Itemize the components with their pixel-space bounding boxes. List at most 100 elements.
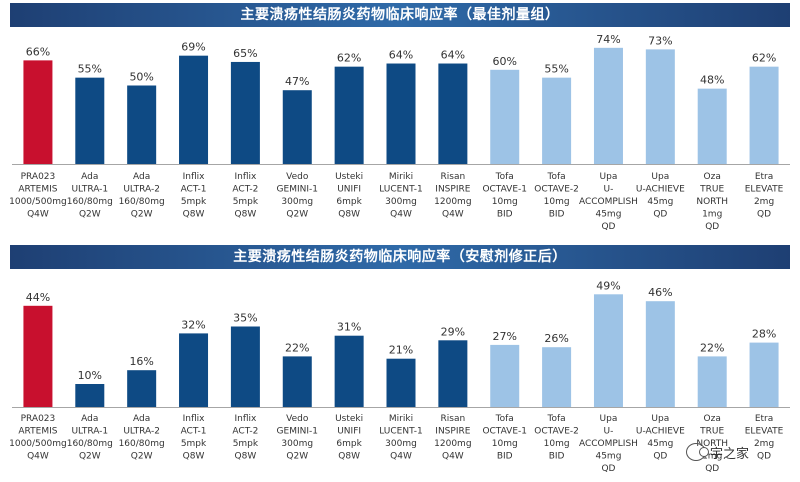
chart1-data-label-12: 74% [596, 33, 620, 46]
chart2-bar-8 [386, 358, 416, 407]
chart2-bar-2 [75, 384, 105, 407]
chart1-category-label-6: GEMINI-1 [277, 185, 318, 195]
chart2-category-label-9: 1200mg [434, 439, 471, 449]
chart2-category-label-12: 45mg [595, 452, 621, 462]
chart1-bar-12 [593, 47, 623, 164]
chart1-bar-6 [282, 90, 312, 164]
chart2-category-label-12: U- [604, 427, 614, 437]
chart2-data-label-12: 49% [596, 279, 620, 292]
chart2-category-label-5: Q8W [235, 452, 257, 462]
chart2-category-label-15: ELEVATE [745, 427, 784, 437]
chart1-category-label-9: 1200mg [434, 197, 471, 207]
chart2-data-label-8: 21% [389, 344, 413, 357]
chart1-category-label-2: Ada [81, 172, 98, 182]
chart2-category-label-3: 160/80mg [119, 439, 165, 449]
chart1-category-label-14: NORTH [696, 197, 728, 207]
chart1-category-label-4: Q8W [183, 210, 205, 220]
wechat-icon [686, 443, 709, 461]
chart1-data-label-1: 66% [26, 45, 50, 58]
chart2-category-label-15: 2mg [754, 439, 774, 449]
chart1-bar-7 [334, 66, 364, 164]
chart2-category-label-8: 300mg [385, 439, 417, 449]
chart1-category-label-11: 10mg [544, 197, 570, 207]
chart2-category-label-12: QD [601, 464, 615, 474]
chart1-category-label-12: Upa [600, 172, 618, 182]
chart2-category-label-1: PRA023 [21, 414, 56, 424]
chart1-category-label-11: BID [549, 210, 565, 220]
chart2-data-label-13: 46% [648, 286, 672, 299]
chart2-category-label-3: ULTRA-2 [123, 427, 160, 437]
chart1-category-label-1: Q4W [27, 210, 49, 220]
chart1-category-label-12: QD [601, 222, 615, 232]
chart1-category-label-4: Inflix [183, 172, 206, 182]
chart2-category-label-11: 10mg [544, 439, 570, 449]
chart2-category-label-4: ACT-1 [181, 427, 207, 437]
chart2-title: 主要溃疡性结肠炎药物临床响应率（安慰剂修正后） [10, 245, 790, 269]
chart1-data-label-4: 69% [181, 41, 205, 54]
chart2-bar-11 [542, 347, 572, 407]
chart2-bar-5 [230, 326, 260, 407]
watermark-text: 宇之家 [710, 446, 750, 462]
chart2-category-label-13: U-ACHIEVE [636, 427, 685, 437]
chart1-category-label-5: Q8W [235, 210, 257, 220]
chart1-bar-10 [490, 69, 520, 164]
chart2-category-label-13: QD [653, 452, 667, 462]
chart1-category-label-13: QD [653, 210, 667, 220]
chart1-category-label-11: OCTAVE-2 [534, 185, 579, 195]
chart1-data-label-13: 73% [648, 34, 672, 47]
chart2-category-label-7: Q8W [338, 452, 360, 462]
chart1-category-label-12: 45mg [595, 210, 621, 220]
chart2-category-label-9: INSPIRE [435, 427, 470, 437]
chart1-category-label-9: Q4W [442, 210, 464, 220]
chart2-category-label-11: Tofa [547, 414, 566, 424]
chart1-category-label-15: Etra [755, 172, 773, 182]
chart1-category-label-2: ULTRA-1 [71, 185, 108, 195]
chart2-category-label-6: 300mg [281, 439, 313, 449]
chart2-category-label-5: 5mpk [233, 439, 259, 449]
chart1-category-label-7: Q8W [338, 210, 360, 220]
chart2-category-label-10: BID [497, 452, 513, 462]
chart1-category-label-12: ACCOMPLISH [579, 197, 638, 207]
chart1-data-label-14: 48% [700, 74, 724, 87]
chart1-category-label-6: Q2W [286, 210, 308, 220]
chart2-bar-13 [645, 301, 675, 407]
chart2-data-label-1: 44% [26, 291, 50, 304]
chart1-category-label-8: Q4W [390, 210, 412, 220]
chart2-category-label-7: UNIFI [337, 427, 361, 437]
chart2-bar-6 [282, 356, 312, 407]
chart1-category-label-14: Oza [704, 172, 721, 182]
chart2-category-label-12: ACCOMPLISH [579, 439, 638, 449]
chart1-category-label-1: 1000/500mg [9, 197, 67, 207]
chart2-category-label-10: OCTAVE-1 [482, 427, 527, 437]
chart2-bar-1 [23, 305, 53, 407]
chart2-category-label-2: ULTRA-1 [71, 427, 108, 437]
chart2-bar-14 [697, 356, 727, 407]
chart1-category-label-6: Vedo [286, 172, 309, 182]
chart1-bar-13 [645, 49, 675, 164]
chart2-bar-10 [490, 344, 520, 407]
chart2-category-label-7: 6mpk [336, 439, 362, 449]
chart2-category-label-2: Q2W [79, 452, 101, 462]
chart1-data-label-9: 64% [441, 49, 465, 62]
chart1-category-label-15: 2mg [754, 197, 774, 207]
chart2-category-label-11: OCTAVE-2 [534, 427, 579, 437]
chart2-category-label-13: Upa [651, 414, 669, 424]
chart1-category-label-10: OCTAVE-1 [482, 185, 527, 195]
chart1-data-label-8: 64% [389, 49, 413, 62]
chart2-data-label-7: 31% [337, 321, 361, 334]
chart1-category-label-8: 300mg [385, 197, 417, 207]
chart1-data-label-15: 62% [752, 52, 776, 65]
chart2-category-label-9: Risan [441, 414, 466, 424]
chart1-category-label-13: Upa [651, 172, 669, 182]
chart1-bar-14 [697, 88, 727, 164]
chart1-category-label-4: ACT-1 [181, 185, 207, 195]
chart2-category-label-4: 5mpk [181, 439, 207, 449]
chart1-bar-1 [23, 60, 53, 164]
chart1-category-label-13: U-ACHIEVE [636, 185, 685, 195]
chart2-category-label-14: NORTH [696, 439, 728, 449]
chart2-category-label-3: Q2W [131, 452, 153, 462]
chart1-category-label-7: UNIFI [337, 185, 361, 195]
chart2-category-label-12: Upa [600, 414, 618, 424]
chart1-category-label-11: Tofa [547, 172, 566, 182]
